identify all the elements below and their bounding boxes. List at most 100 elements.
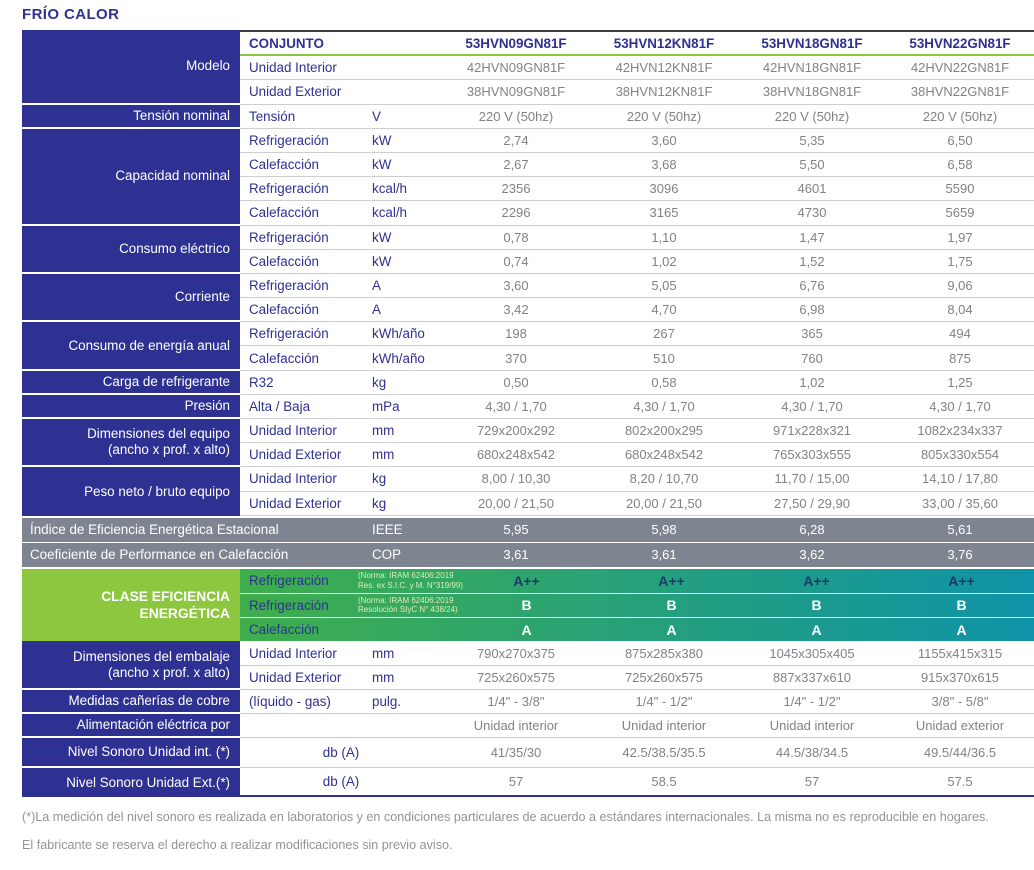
row-value: 33,00 / 35,60: [922, 495, 998, 511]
row-label: Unidad Interior: [249, 423, 337, 439]
row-value: 2356: [501, 181, 531, 197]
spec-row: Calefacción kW 0,74 1,02 1,52 1,75: [240, 250, 1034, 274]
row-value: 0,58: [651, 374, 677, 390]
footnotes: (*)La medición del nivel sonoro es reali…: [22, 806, 1022, 856]
efficiency-stat-row: Índice de Eficiencia Energética Estacion…: [22, 518, 1034, 542]
sidebar-label-text: Medidas cañerías de cobre: [68, 692, 230, 708]
row-unit: V: [372, 108, 381, 124]
row-value: 370: [505, 350, 527, 366]
row-value: 8,20 / 10,70: [629, 471, 699, 487]
row-unit: kW: [372, 132, 392, 148]
row-value: 1,47: [799, 229, 825, 245]
model-header-row: CONJUNTO 53HVN09GN81F 53HVN12KN81F 53HVN18G…: [240, 32, 1034, 57]
spec-group: Peso neto / bruto equipo Unidad Interior k…: [22, 467, 1034, 516]
efficiency-grade: B: [666, 597, 677, 614]
row-unit: mm: [372, 645, 395, 661]
spec-group: Corriente Refrigeración A 3,60 5,05 6,76 9,06 C…: [22, 273, 1034, 323]
norma-note: (Norma: IRAM 62406:2019 Resolución SIyC N…: [358, 596, 458, 615]
sidebar-group-label: Consumo de energía anual: [22, 322, 240, 371]
row-label: R32: [249, 374, 274, 390]
row-value: 680x248x542: [476, 447, 556, 463]
row-value: 5,50: [799, 157, 825, 173]
row-value: 1/4" - 1/2": [783, 693, 841, 709]
stat-value: 3,62: [799, 547, 825, 563]
row-unit: mm: [372, 669, 395, 685]
row-value: 220 V (50hz): [478, 108, 554, 124]
sidebar-group-label: Carga de refrigerante: [22, 370, 240, 395]
row-label: Tensión: [249, 108, 296, 124]
stat-unit: IEEE: [372, 522, 403, 538]
sidebar-label-text: (ancho x prof. x alto): [107, 442, 230, 458]
sidebar-group-label: Dimensiones del embalaje (ancho x prof. x…: [22, 641, 240, 690]
row-value: 1045x305x405: [769, 645, 855, 661]
row-value: 42.5/38.5/35.5: [622, 745, 706, 761]
spec-rows: Tensión V 220 V (50hz) 220 V (50hz) 220 V (5…: [240, 105, 1034, 129]
spec-group: Modelo CONJUNTO 53HVN09GN81F 53HVN12KN81F 53…: [22, 30, 1034, 105]
spec-group: Dimensiones del embalaje (ancho x prof. x…: [22, 641, 1034, 690]
spec-group: Medidas cañerías de cobre (líquido - gas)…: [22, 689, 1034, 714]
spec-table-bottom-section: Dimensiones del embalaje (ancho x prof. x…: [22, 641, 1034, 798]
row-value: 1,97: [947, 229, 973, 245]
spec-rows: Refrigeración A 3,60 5,05 6,76 9,06 Calefacció…: [240, 274, 1034, 323]
sidebar-group-label: Corriente: [22, 273, 240, 323]
stat-value: 5,61: [947, 522, 973, 538]
sidebar-group-label: Nivel Sonoro Unidad Ext.(*): [22, 768, 240, 798]
stat-value: 3,61: [651, 547, 677, 563]
row-value: 729x200x292: [476, 423, 556, 439]
sidebar-group-label: Capacidad nominal: [22, 128, 240, 226]
footnote-sound-level: (*)La medición del nivel sonoro es reali…: [22, 810, 989, 825]
row-value: 57.5: [947, 774, 973, 790]
model-column-header: 53HVN12KN81F: [613, 35, 715, 51]
row-value: 1,75: [947, 253, 973, 269]
sidebar-group-label: Alimentación eléctrica por: [22, 713, 240, 739]
spec-rows: Alta / Baja mPa 4,30 / 1,70 4,30 / 1,70 4,30…: [240, 395, 1034, 419]
row-value: 6,50: [947, 132, 973, 148]
sidebar-label-text: Peso neto / bruto equipo: [84, 483, 230, 499]
spec-row: Refrigeración kW 2,74 3,60 5,35 6,50: [240, 129, 1034, 153]
row-value: 1,10: [651, 229, 677, 245]
sidebar-group-label: Consumo eléctrico: [22, 225, 240, 274]
row-value: 38HVN12KN81F: [615, 84, 713, 100]
row-label: db (A): [322, 745, 360, 761]
row-value: 725x260x575: [624, 669, 704, 685]
efficiency-grade: A++: [948, 572, 975, 589]
efficiency-stat-row: Coeficiente de Performance en Calefacció…: [22, 542, 1034, 566]
spec-group: Tensión nominal Tensión V 220 V (50hz) 220 V…: [22, 104, 1034, 129]
efficiency-grade: A: [956, 621, 967, 638]
row-unit: mPa: [372, 398, 400, 414]
row-label: Calefacción: [249, 157, 319, 173]
sidebar-label-text: Modelo: [186, 58, 230, 74]
spec-row: Unidad Interior mm 790x270x375 875x285x380 1…: [240, 641, 1034, 666]
row-value: 2,67: [503, 157, 529, 173]
page-title: FRÍO CALOR: [22, 6, 120, 23]
row-unit: kcal/h: [372, 205, 407, 221]
row-unit: pulg.: [372, 693, 402, 709]
row-label: Alta / Baja: [249, 398, 311, 414]
spec-group: Dimensiones del equipo (ancho x prof. x a…: [22, 419, 1034, 468]
row-value: 494: [949, 326, 971, 342]
row-value: Unidad interior: [621, 718, 707, 734]
row-value: 805x330x554: [920, 447, 1000, 463]
efficiency-grade: A: [811, 621, 822, 638]
row-value: 38HVN22GN81F: [910, 84, 1010, 100]
sidebar-label-text: Capacidad nominal: [115, 168, 230, 184]
row-label: Calefacción: [249, 302, 319, 318]
spec-group: Presión Alta / Baja mPa 4,30 / 1,70 4,30 / 1…: [22, 394, 1034, 419]
row-label: Unidad Exterior: [249, 669, 342, 685]
sidebar-label-text: Dimensiones del equipo: [87, 426, 230, 442]
row-label: Refrigeración: [249, 277, 329, 293]
row-value: 38HVN18GN81F: [762, 84, 862, 100]
efficiency-grade: A: [521, 621, 532, 638]
row-value: 220 V (50hz): [922, 108, 998, 124]
row-value: 3096: [649, 181, 679, 197]
row-value: 220 V (50hz): [626, 108, 702, 124]
spec-row: Unidad Exterior kg 20,00 / 21,50 20,00 / 21…: [240, 492, 1034, 516]
spec-group: Carga de refrigerante R32 kg 0,50 0,58 1,02 1,…: [22, 370, 1034, 395]
row-label: Calefacción: [249, 253, 319, 269]
spec-row: Alta / Baja mPa 4,30 / 1,70 4,30 / 1,70 4,30…: [240, 395, 1034, 419]
row-value: 6,58: [947, 157, 973, 173]
row-value: 3165: [649, 205, 679, 221]
spec-row: Unidad Exterior mm 725x260x575 725x260x575 8…: [240, 666, 1034, 690]
row-value: 875: [949, 350, 971, 366]
spec-row: Calefacción A 3,42 4,70 6,98 8,04: [240, 298, 1034, 323]
